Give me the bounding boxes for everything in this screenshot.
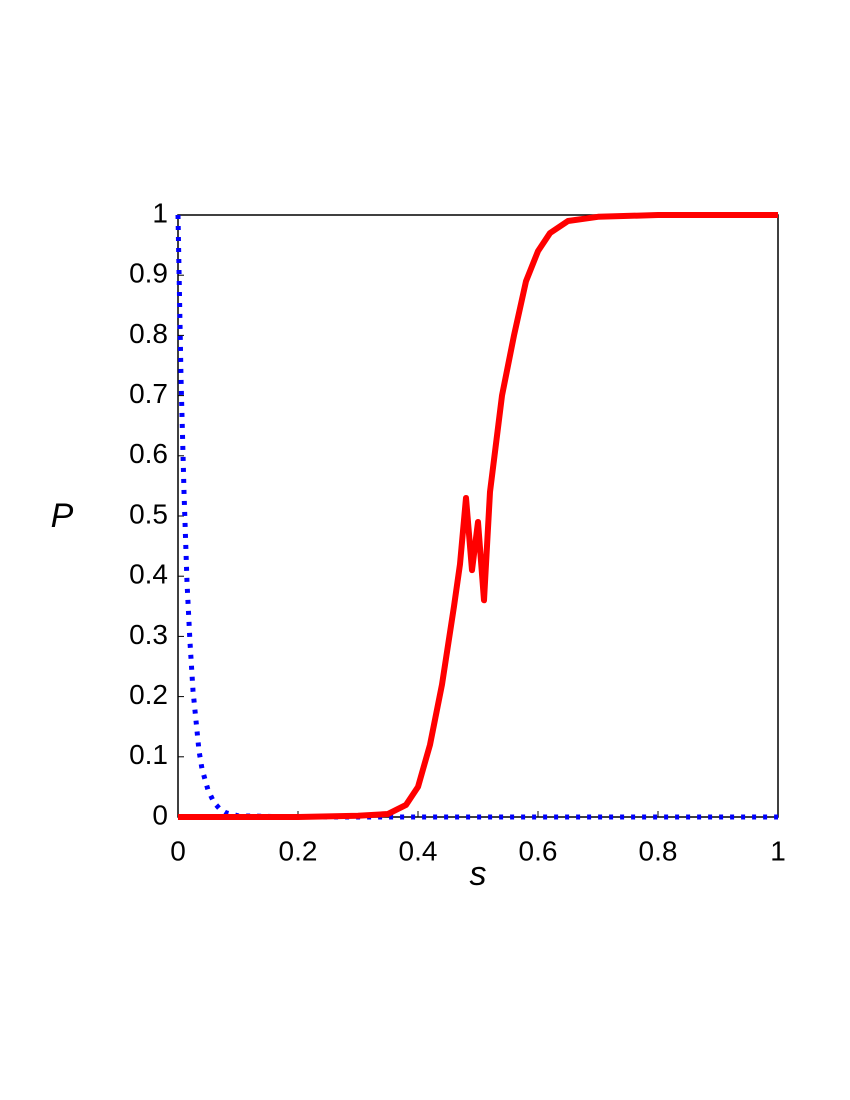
y-tick-label: 1: [152, 197, 168, 228]
y-tick-label: 0.1: [129, 739, 168, 770]
x-tick-label: 0.8: [639, 835, 678, 866]
y-axis-title: P: [51, 497, 74, 535]
y-tick-label: 0.3: [129, 619, 168, 650]
y-tick-label: 0.9: [129, 258, 168, 289]
y-tick-label: 0.7: [129, 378, 168, 409]
y-tick-label: 0.2: [129, 679, 168, 710]
x-tick-label: 0.2: [279, 835, 318, 866]
x-axis-title: s: [470, 855, 487, 893]
x-tick-label: 1: [770, 835, 786, 866]
y-tick-label: 0: [152, 799, 168, 830]
x-tick-label: 0: [170, 835, 186, 866]
y-tick-label: 0.5: [129, 498, 168, 529]
x-tick-label: 0.6: [519, 835, 558, 866]
y-tick-label: 0.6: [129, 438, 168, 469]
y-tick-label: 0.4: [129, 559, 168, 590]
series-line: [178, 212, 778, 820]
y-tick-label: 0.8: [129, 318, 168, 349]
x-tick-label: 0.4: [399, 835, 438, 866]
